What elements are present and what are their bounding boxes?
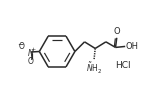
Text: $\~{N}$H$_2$: $\~{N}$H$_2$ xyxy=(86,61,102,76)
Text: −: − xyxy=(17,41,24,50)
Text: O: O xyxy=(19,42,25,51)
Text: O: O xyxy=(28,57,34,66)
Text: +: + xyxy=(30,47,36,52)
Text: OH: OH xyxy=(126,42,139,51)
Text: $N$: $N$ xyxy=(27,47,34,57)
Text: O: O xyxy=(113,27,120,36)
Text: HCl: HCl xyxy=(115,61,130,70)
